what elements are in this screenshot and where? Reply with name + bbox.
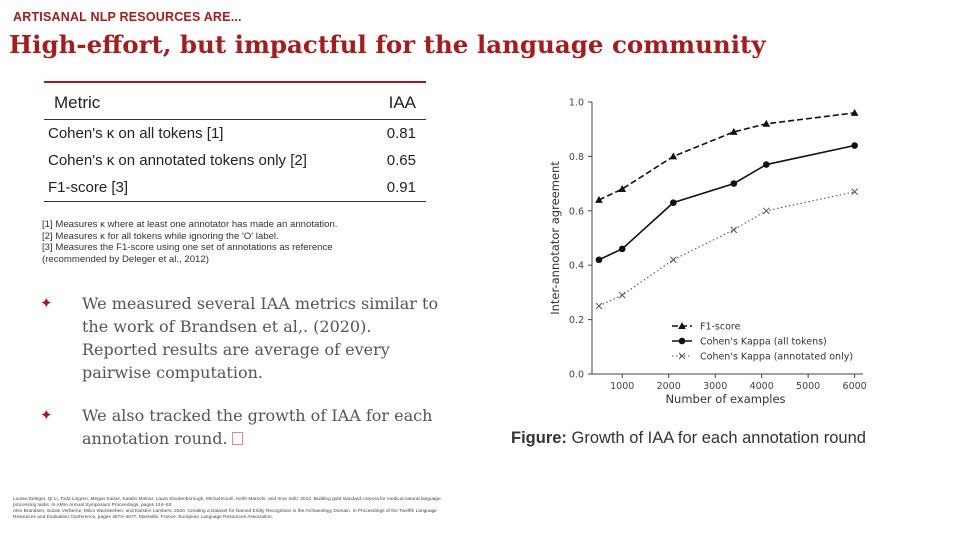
bullet-item: ✦ We also tracked the growth of IAA for … xyxy=(40,404,440,450)
kappa-all-circle-marker xyxy=(763,161,770,168)
x-tick-label: 2000 xyxy=(657,381,681,392)
kappa-all-circle-marker xyxy=(670,199,677,206)
kappa-annot-x-marker xyxy=(678,352,686,360)
y-tick-label: 0.4 xyxy=(569,261,584,272)
iaa-cell: 0.81 xyxy=(386,125,416,142)
reference-item: Alex Brandsen, Suzan Verberne, Milco Wan… xyxy=(13,509,437,520)
footnote: [2] Measures κ for all tokens while igno… xyxy=(42,230,279,242)
table-row: F1-score [3] 0.91 xyxy=(44,174,426,202)
metric-cell: F1-score [3] xyxy=(44,174,368,202)
iaa-table-container: Metric IAA Cohen's κ on all tokens [1] 0… xyxy=(44,81,426,202)
iaa-table: Metric IAA Cohen's κ on all tokens [1] 0… xyxy=(44,81,426,202)
kappa-all-circle-marker xyxy=(618,245,626,253)
reference-item: Louise Deleger, Qi Li, Todd Lingren, Meg… xyxy=(13,497,441,508)
table-footnotes: [1] Measures κ where at least one annota… xyxy=(42,219,337,265)
star-bullet-icon: ✦ xyxy=(40,406,53,424)
y-axis-label: Inter-annotator agreement xyxy=(548,161,562,315)
legend-f1-score-label: F1-score xyxy=(700,322,741,333)
references: Louise Deleger, Qi Li, Todd Lingren, Meg… xyxy=(13,497,453,521)
f1-triangle-marker xyxy=(669,152,678,160)
x-axis-label: Number of examples xyxy=(665,392,785,406)
f1-triangle-marker xyxy=(678,322,686,329)
kappa-all-circle-marker xyxy=(678,337,686,345)
table-row: Cohen's κ on all tokens [1] 0.81 xyxy=(44,120,426,148)
x-tick-label: 3000 xyxy=(703,381,727,392)
kappa-all-circle-marker xyxy=(595,256,603,264)
caption-text: Growth of IAA for each annotation round xyxy=(566,429,866,447)
footnote: (recommended by Deleger et al., 2012) xyxy=(42,253,209,265)
f1-triangle-marker xyxy=(595,195,603,203)
y-tick-label: 1.0 xyxy=(569,98,584,109)
bullet-text: We measured several IAA metrics similar … xyxy=(82,294,439,382)
column-header-metric: Metric xyxy=(44,81,368,120)
column-header-iaa: IAA xyxy=(367,81,426,120)
kappa-annot-x-marker xyxy=(669,256,677,264)
kappa-annot-x-marker xyxy=(730,226,738,234)
section-kicker: ARTISANAL NLP RESOURCES ARE... xyxy=(13,10,242,24)
metric-cell: Cohen's κ on annotated tokens only [2] xyxy=(48,152,307,169)
legend-kappa-all-label: Cohen's Kappa (all tokens) xyxy=(700,337,827,348)
y-tick-label: 0.0 xyxy=(569,370,584,381)
iaa-cell: 0.91 xyxy=(367,174,426,202)
kappa-annot-x-marker xyxy=(618,291,626,299)
footnote: [1] Measures κ where at least one annota… xyxy=(42,219,338,230)
legend-kappa-annotated-label: Cohen's Kappa (annotated only) xyxy=(700,352,853,363)
bullet-text: We also tracked the growth of IAA for ea… xyxy=(82,406,433,448)
caption-label: Figure: xyxy=(511,429,567,447)
f1-triangle-marker xyxy=(762,119,771,127)
kappa-all-circle-marker xyxy=(851,142,858,149)
figure-caption: Figure: Growth of IAA for each annotatio… xyxy=(511,429,866,448)
f1-triangle-marker xyxy=(729,127,738,135)
table-header-row: Metric IAA xyxy=(44,81,426,120)
iaa-cell: 0.65 xyxy=(386,152,416,169)
x-tick-label: 5000 xyxy=(796,381,820,392)
bullet-list: ✦ We measured several IAA metrics simila… xyxy=(40,292,440,470)
f1-triangle-marker xyxy=(850,108,859,116)
x-tick-label: 6000 xyxy=(843,381,867,392)
y-tick-label: 0.2 xyxy=(569,315,584,326)
star-bullet-icon: ✦ xyxy=(40,294,53,312)
kappa-all-circle-marker xyxy=(730,180,738,187)
kappa-annotated-only-line xyxy=(598,191,855,307)
iaa-growth-chart: 0.0 0.2 0.4 0.6 0.8 1.0 1000 2000 3000 4000 5000 60… xyxy=(548,98,867,407)
y-tick-label: 0.8 xyxy=(569,152,584,163)
kappa-annot-x-marker xyxy=(762,207,770,215)
y-tick-label: 0.6 xyxy=(569,206,584,217)
x-tick-label: 4000 xyxy=(750,381,774,392)
metric-cell: Cohen's κ on all tokens [1] xyxy=(48,125,224,142)
bullet-item: ✦ We measured several IAA metrics simila… xyxy=(40,292,440,384)
kappa-annot-x-marker xyxy=(595,302,603,310)
kappa-annot-x-marker xyxy=(851,188,858,196)
f1-triangle-marker xyxy=(618,185,627,193)
f1-score-line xyxy=(598,112,855,201)
x-tick-label: 1000 xyxy=(610,381,634,392)
kappa-all-tokens-line xyxy=(598,144,855,261)
placeholder-box-icon xyxy=(231,432,243,445)
slide-title: High-effort, but impactful for the langu… xyxy=(9,30,766,59)
footnote: [3] Measures the F1-score using one set … xyxy=(42,242,333,253)
table-row: Cohen's κ on annotated tokens only [2] 0… xyxy=(44,147,426,174)
